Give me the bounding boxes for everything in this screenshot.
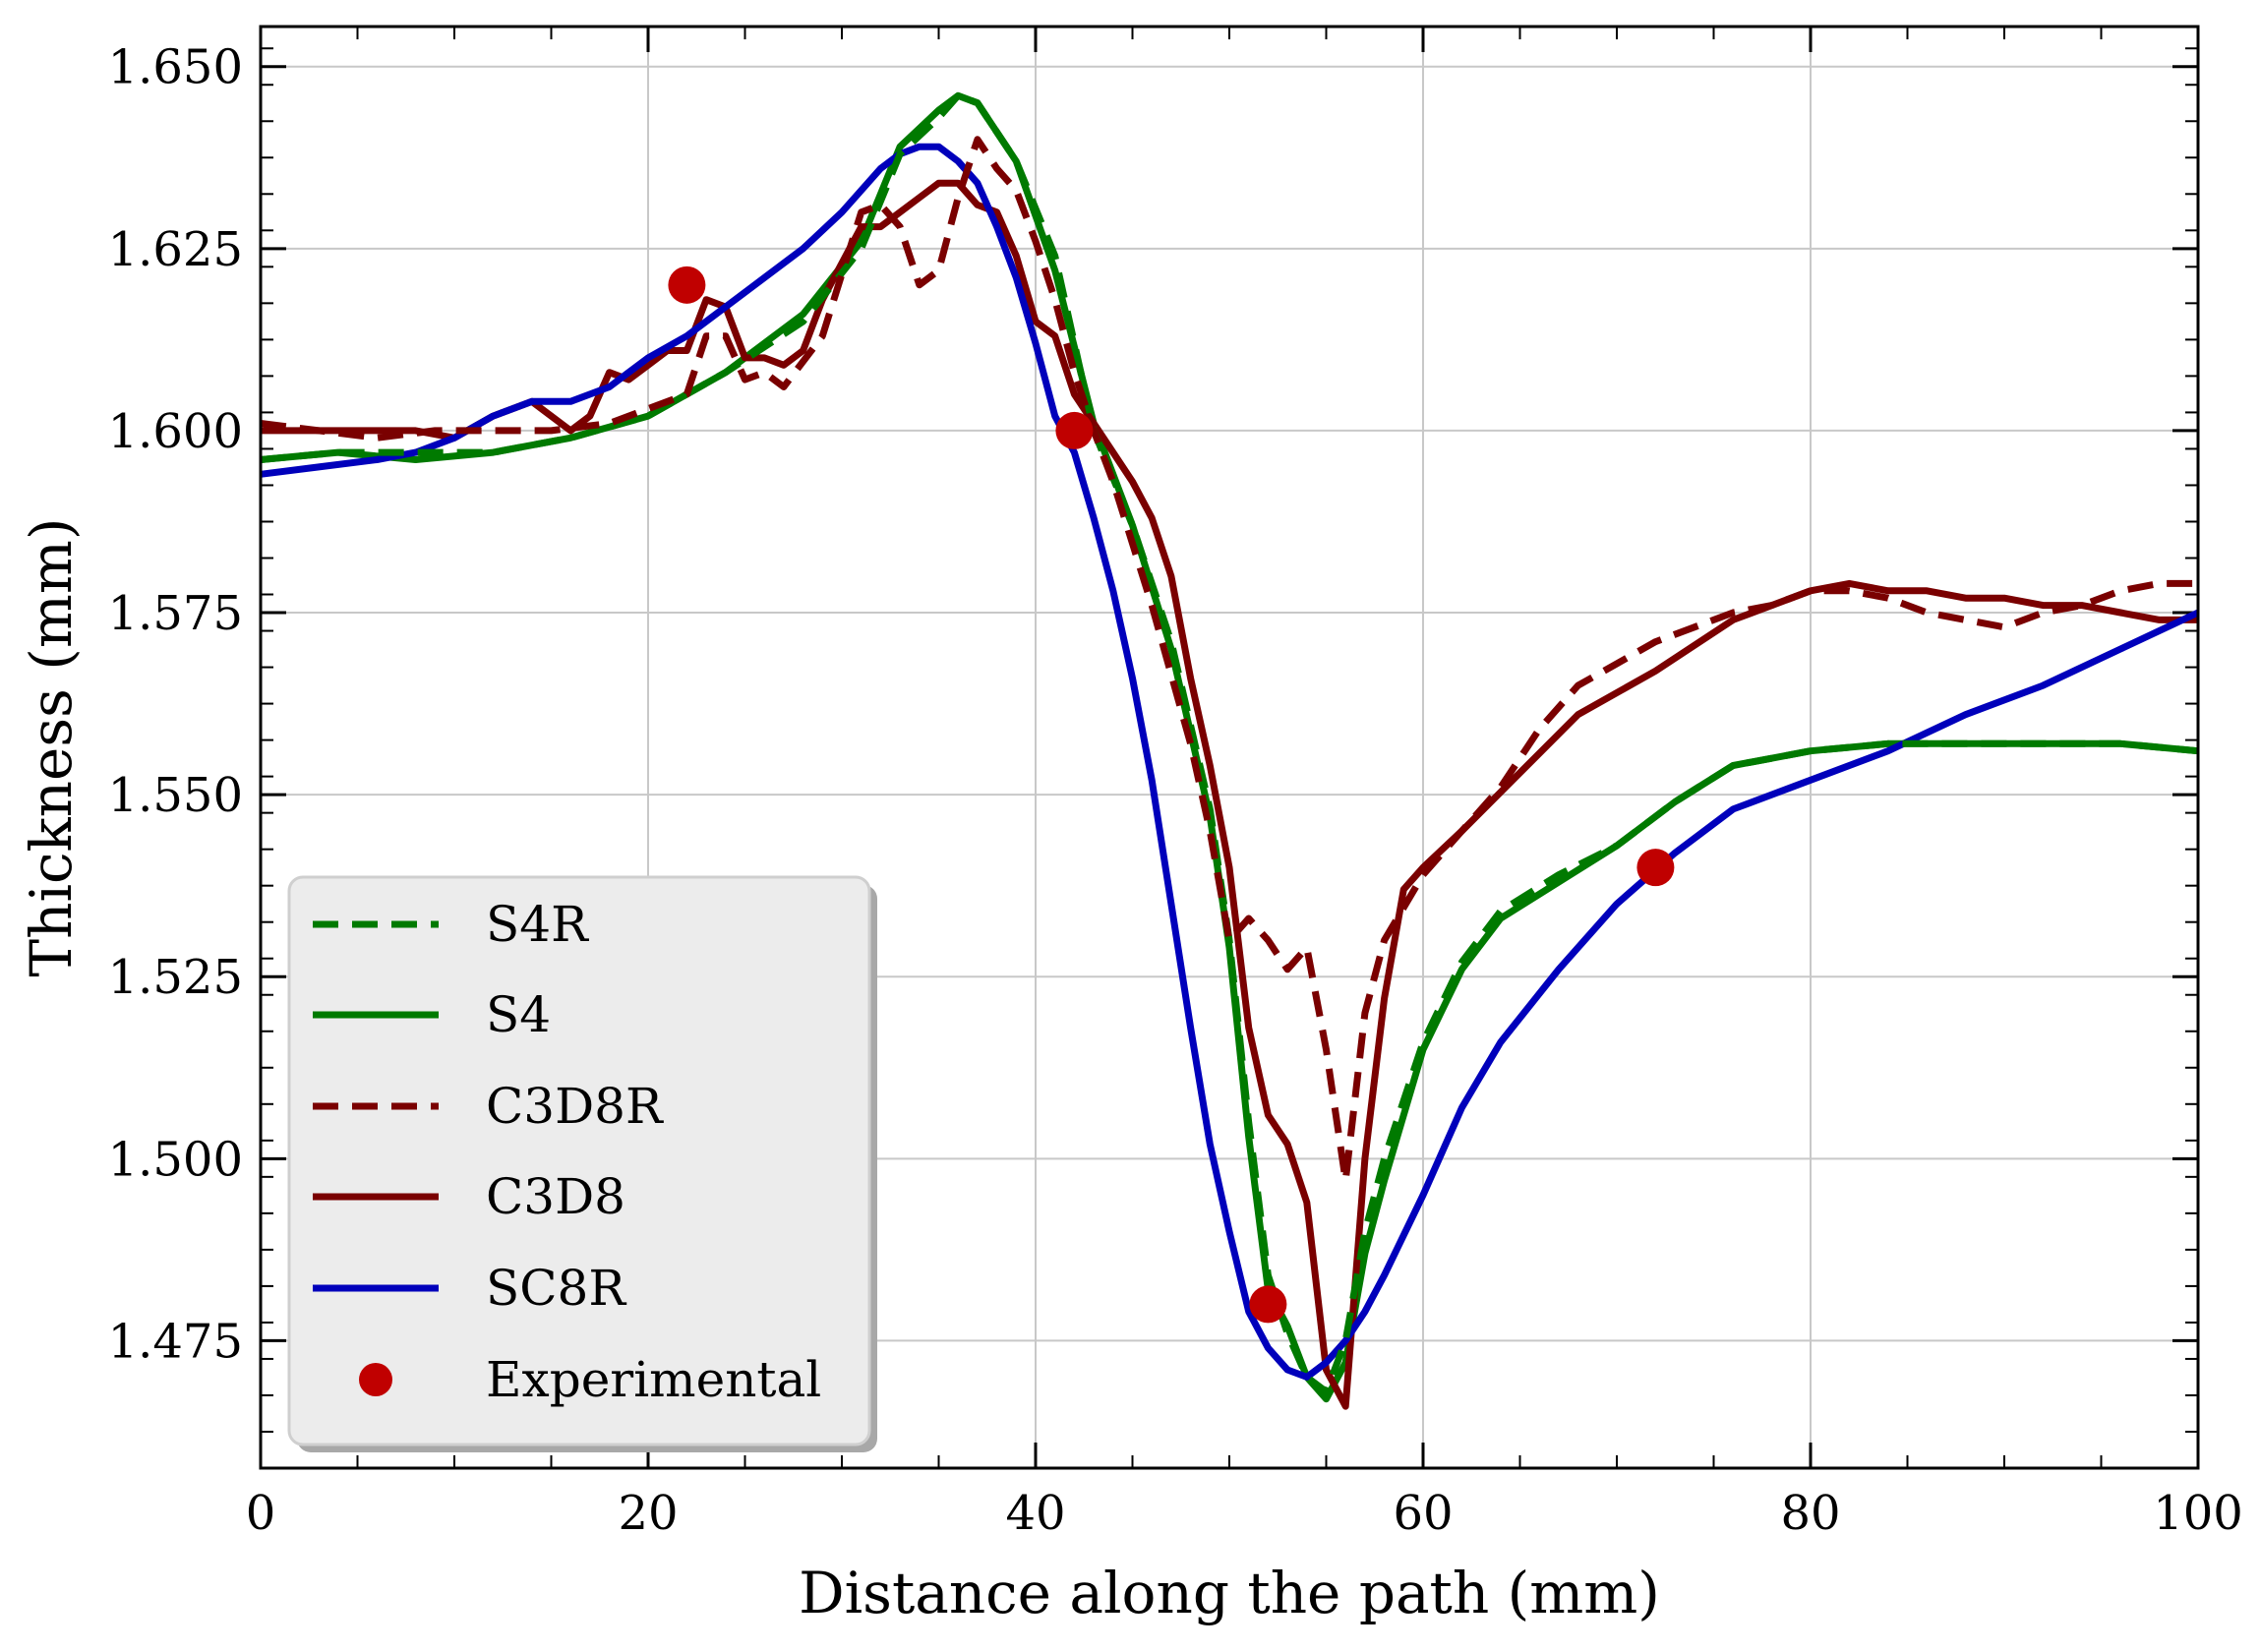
tick-labels: 0 20 40 60 80 100 1.475 1.500 1.525 1.550 1.575 1.6… <box>108 40 2243 1541</box>
experimental-point <box>1055 411 1094 449</box>
y-tick-label: 1.575 <box>108 586 243 641</box>
x-tick-label: 100 <box>2153 1486 2243 1541</box>
experimental-point <box>1249 1285 1287 1324</box>
experimental-points <box>668 266 1675 1324</box>
axis-ticks <box>259 27 2200 1468</box>
y-tick-label: 1.475 <box>108 1314 243 1369</box>
y-tick-label: 1.600 <box>108 404 243 459</box>
series-line-c3d8 <box>261 179 2198 1410</box>
legend-label-c3d8r: C3D8R <box>486 1078 664 1135</box>
legend-label-s4: S4 <box>486 986 551 1043</box>
legend-label-c3d8: C3D8 <box>486 1168 625 1225</box>
series-line-c3d8r <box>260 136 2198 1184</box>
x-tick-label: 40 <box>1005 1486 1065 1541</box>
series-group <box>260 91 2200 1410</box>
experimental-point <box>668 266 706 304</box>
series-line-s4r <box>260 91 2199 1395</box>
legend-label-sc8r: SC8R <box>486 1260 626 1317</box>
grid <box>261 27 2198 1468</box>
y-tick-label: 1.550 <box>108 768 243 823</box>
plot-frame <box>259 25 2200 1470</box>
y-tick-label: 1.625 <box>108 222 243 277</box>
legend: S4R S4 C3D8R C3D8 SC8R Experimental <box>287 875 877 1452</box>
x-tick-label: 0 <box>246 1486 276 1541</box>
legend-label-experimental: Experimental <box>486 1351 821 1408</box>
legend-box <box>287 875 871 1446</box>
legend-swatch-experimental <box>359 1363 392 1396</box>
x-tick-label: 80 <box>1780 1486 1840 1541</box>
legend-label-s4r: S4R <box>486 896 589 953</box>
y-tick-label: 1.525 <box>108 950 243 1005</box>
series-line-sc8r <box>260 143 2200 1381</box>
y-tick-label: 1.500 <box>108 1132 243 1187</box>
x-axis-title: Distance along the path (mm) <box>799 1560 1660 1626</box>
y-axis-title: Thickness (mm) <box>18 517 85 976</box>
y-tick-label: 1.650 <box>108 40 243 95</box>
x-tick-label: 60 <box>1393 1486 1453 1541</box>
x-tick-label: 20 <box>618 1486 678 1541</box>
experimental-point <box>1636 849 1675 887</box>
